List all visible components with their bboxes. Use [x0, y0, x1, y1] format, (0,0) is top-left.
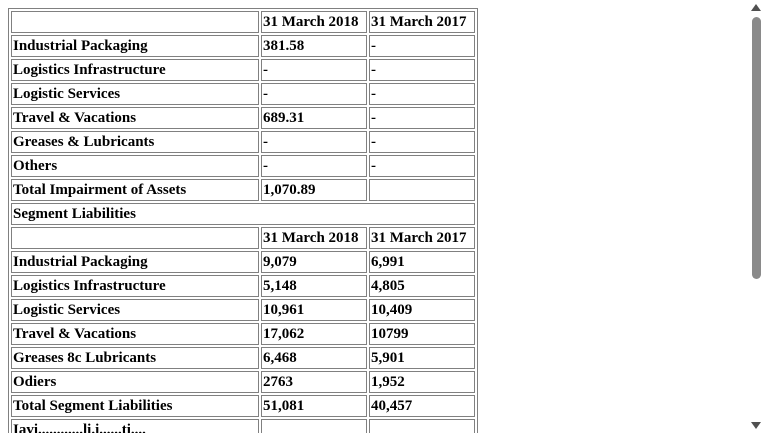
- value-2017: -: [369, 131, 475, 153]
- value-2017: 4,805: [369, 275, 475, 297]
- value-2018: 381.58: [261, 35, 367, 57]
- value-2018: -: [261, 155, 367, 177]
- value-2017: -: [369, 59, 475, 81]
- table-row: Logistics Infrastructure - -: [11, 59, 475, 81]
- header-blank-cell: [11, 227, 259, 249]
- table-row: Greases 8c Lubricants 6,468 5,901: [11, 347, 475, 369]
- total-2018: 51,081: [261, 395, 367, 417]
- value-2017: 10799: [369, 323, 475, 345]
- total-label: Total Impairment of Assets: [11, 179, 259, 201]
- value-2017: 5,901: [369, 347, 475, 369]
- row-label: Greases & Lubricants: [11, 131, 259, 153]
- table-row: Others - -: [11, 155, 475, 177]
- table-row: Logistics Infrastructure 5,148 4,805: [11, 275, 475, 297]
- value-2018: 689.31: [261, 107, 367, 129]
- row-label: Greases 8c Lubricants: [11, 347, 259, 369]
- scroll-up-arrow-icon[interactable]: [751, 4, 761, 11]
- header-2018: 31 March 2018: [261, 227, 367, 249]
- partial-row-2018: [261, 419, 367, 433]
- segment-table: 31 March 2018 31 March 2017 Industrial P…: [8, 8, 478, 433]
- row-label: Odiers: [11, 371, 259, 393]
- row-label: Logistic Services: [11, 299, 259, 321]
- partial-row-2017: [369, 419, 475, 433]
- row-label: Others: [11, 155, 259, 177]
- partial-row: Iavi............li.i......ti....: [11, 419, 475, 433]
- total-label: Total Segment Liabilities: [11, 395, 259, 417]
- table-row: Logistic Services 10,961 10,409: [11, 299, 475, 321]
- total-2017: 40,457: [369, 395, 475, 417]
- table-row: Travel & Vacations 689.31 -: [11, 107, 475, 129]
- row-label: Logistics Infrastructure: [11, 275, 259, 297]
- table-row: Logistic Services - -: [11, 83, 475, 105]
- header-2017: 31 March 2017: [369, 227, 475, 249]
- total-row: Total Impairment of Assets 1,070.89: [11, 179, 475, 201]
- value-2018: 17,062: [261, 323, 367, 345]
- value-2018: 6,468: [261, 347, 367, 369]
- scrollbar-thumb[interactable]: [752, 17, 761, 279]
- row-label: Industrial Packaging: [11, 35, 259, 57]
- value-2017: 10,409: [369, 299, 475, 321]
- header-row: 31 March 2018 31 March 2017: [11, 227, 475, 249]
- value-2017: 1,952: [369, 371, 475, 393]
- scroll-down-arrow-icon[interactable]: [751, 422, 761, 429]
- table-row: Industrial Packaging 9,079 6,991: [11, 251, 475, 273]
- header-blank-cell: [11, 11, 259, 33]
- table-row: Industrial Packaging 381.58 -: [11, 35, 475, 57]
- value-2018: -: [261, 83, 367, 105]
- value-2017: -: [369, 107, 475, 129]
- value-2018: 2763: [261, 371, 367, 393]
- row-label: Travel & Vacations: [11, 323, 259, 345]
- vertical-scrollbar[interactable]: [749, 0, 764, 433]
- table-row: Odiers 2763 1,952: [11, 371, 475, 393]
- value-2018: -: [261, 59, 367, 81]
- section-title: Segment Liabilities: [11, 203, 475, 225]
- row-label: Logistic Services: [11, 83, 259, 105]
- row-label: Travel & Vacations: [11, 107, 259, 129]
- table-row: Greases & Lubricants - -: [11, 131, 475, 153]
- value-2018: 9,079: [261, 251, 367, 273]
- value-2017: -: [369, 155, 475, 177]
- partial-row-label: Iavi............li.i......ti....: [11, 419, 259, 433]
- value-2017: 6,991: [369, 251, 475, 273]
- value-2018: -: [261, 131, 367, 153]
- total-2018: 1,070.89: [261, 179, 367, 201]
- value-2018: 5,148: [261, 275, 367, 297]
- value-2018: 10,961: [261, 299, 367, 321]
- value-2017: -: [369, 35, 475, 57]
- value-2017: -: [369, 83, 475, 105]
- header-2017: 31 March 2017: [369, 11, 475, 33]
- row-label: Industrial Packaging: [11, 251, 259, 273]
- section-title-row: Segment Liabilities: [11, 203, 475, 225]
- total-2017: [369, 179, 475, 201]
- header-row: 31 March 2018 31 March 2017: [11, 11, 475, 33]
- header-2018: 31 March 2018: [261, 11, 367, 33]
- total-row: Total Segment Liabilities 51,081 40,457: [11, 395, 475, 417]
- row-label: Logistics Infrastructure: [11, 59, 259, 81]
- table-row: Travel & Vacations 17,062 10799: [11, 323, 475, 345]
